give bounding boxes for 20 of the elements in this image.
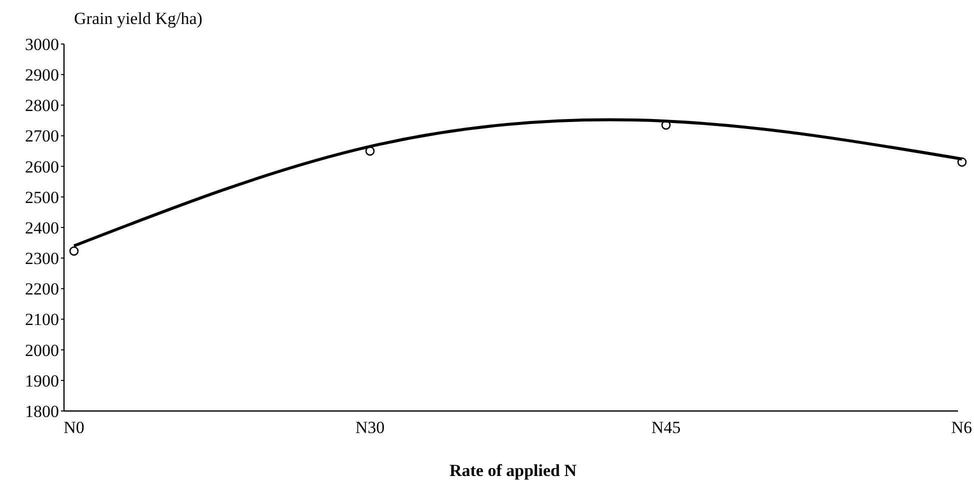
y-tick-label: 2300 (25, 249, 59, 268)
y-tick-label: 2700 (25, 126, 59, 146)
y-tick-label: 2600 (25, 157, 59, 176)
y-tick-label: 1900 (25, 371, 59, 390)
x-tick-label: N6 (951, 418, 972, 437)
x-tick-label: N45 (651, 418, 681, 437)
y-tick-label: 2100 (25, 310, 59, 330)
y-tick-label: 3000 (25, 34, 59, 54)
y-tick-label: 2800 (25, 96, 59, 116)
y-tick-label: 2000 (25, 340, 59, 360)
y-tick-label: 2400 (25, 218, 59, 238)
y-axis-title: Grain yield Kg/ha) (74, 9, 202, 28)
y-tick-label: 1800 (25, 402, 59, 421)
y-tick-label: 2200 (25, 280, 59, 299)
point (69, 246, 79, 256)
y-tick-label: 2900 (25, 66, 59, 85)
x-axis-title: Rate of applied N (449, 461, 578, 480)
x-tick-label: N30 (355, 418, 385, 437)
y-tick-label: 2500 (25, 188, 59, 207)
x-tick-label: N0 (64, 418, 84, 437)
